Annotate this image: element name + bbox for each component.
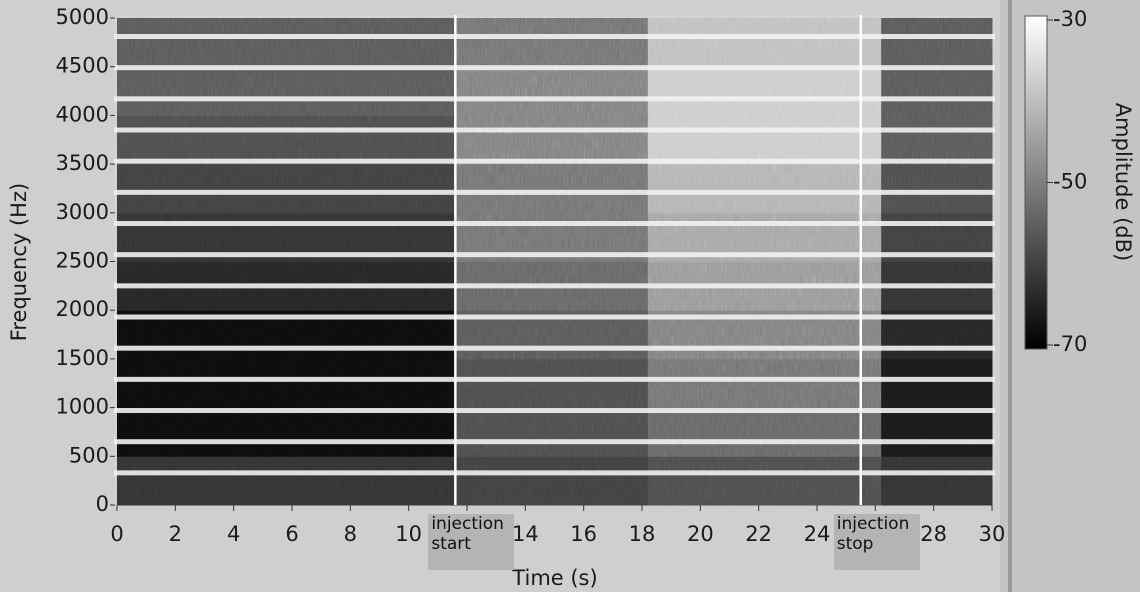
y-tick-label: 2000 bbox=[56, 297, 109, 321]
x-tick-label: 0 bbox=[110, 522, 123, 546]
harmonic-line bbox=[114, 127, 995, 133]
x-tick-label: 2 bbox=[169, 522, 182, 546]
y-tick-label: 5000 bbox=[56, 5, 109, 29]
y-tick-label: 3000 bbox=[56, 200, 109, 224]
x-tick-label: 14 bbox=[512, 522, 539, 546]
x-tick-label: 24 bbox=[804, 522, 831, 546]
x-tick-label: 8 bbox=[344, 522, 357, 546]
x-tick-label: 10 bbox=[395, 522, 422, 546]
x-axis-label: Time (s) bbox=[511, 566, 597, 590]
harmonic-line bbox=[114, 376, 995, 382]
x-tick-label: 28 bbox=[920, 522, 947, 546]
harmonic-line bbox=[114, 283, 995, 289]
harmonic-line bbox=[114, 221, 995, 227]
y-tick-label: 0 bbox=[96, 492, 109, 516]
side-panel bbox=[1000, 0, 1140, 592]
x-tick-label: 20 bbox=[687, 522, 714, 546]
x-tick-label: 30 bbox=[979, 522, 1006, 546]
x-tick-label: 6 bbox=[285, 522, 298, 546]
y-tick-label: 500 bbox=[69, 443, 109, 467]
x-tick-label: 16 bbox=[570, 522, 597, 546]
harmonic-line bbox=[114, 34, 995, 40]
colorbar bbox=[1024, 15, 1048, 350]
y-tick-label: 2500 bbox=[56, 249, 109, 273]
y-tick-label: 3500 bbox=[56, 151, 109, 175]
marker-label: injection stop bbox=[833, 514, 920, 570]
texture bbox=[114, 15, 995, 505]
harmonic-line bbox=[114, 439, 995, 445]
x-tick-label: 18 bbox=[629, 522, 656, 546]
x-tick-label: 22 bbox=[745, 522, 772, 546]
harmonic-line bbox=[114, 470, 995, 476]
harmonic-line bbox=[114, 252, 995, 258]
colorbar-label: Amplitude (dB) bbox=[1111, 103, 1135, 261]
y-tick-label: 4500 bbox=[56, 54, 109, 78]
colorbar-tick-label: -70 bbox=[1053, 332, 1087, 356]
harmonic-line bbox=[114, 314, 995, 320]
x-tick-label: 4 bbox=[227, 522, 240, 546]
y-tick-label: 1500 bbox=[56, 346, 109, 370]
colorbar-tick-label: -30 bbox=[1053, 7, 1087, 31]
y-tick-label: 1000 bbox=[56, 395, 109, 419]
y-axis-label: Frequency (Hz) bbox=[7, 183, 31, 341]
colorbar-tick-label: -50 bbox=[1053, 170, 1087, 194]
harmonic-line bbox=[114, 189, 995, 195]
harmonic-line bbox=[114, 408, 995, 414]
harmonic-line bbox=[114, 158, 995, 164]
marker-label: injection start bbox=[428, 514, 515, 570]
harmonic-line bbox=[114, 345, 995, 351]
harmonic-line bbox=[114, 65, 995, 71]
plot-area bbox=[114, 15, 995, 506]
y-tick-label: 4000 bbox=[56, 102, 109, 126]
harmonic-line bbox=[114, 96, 995, 102]
